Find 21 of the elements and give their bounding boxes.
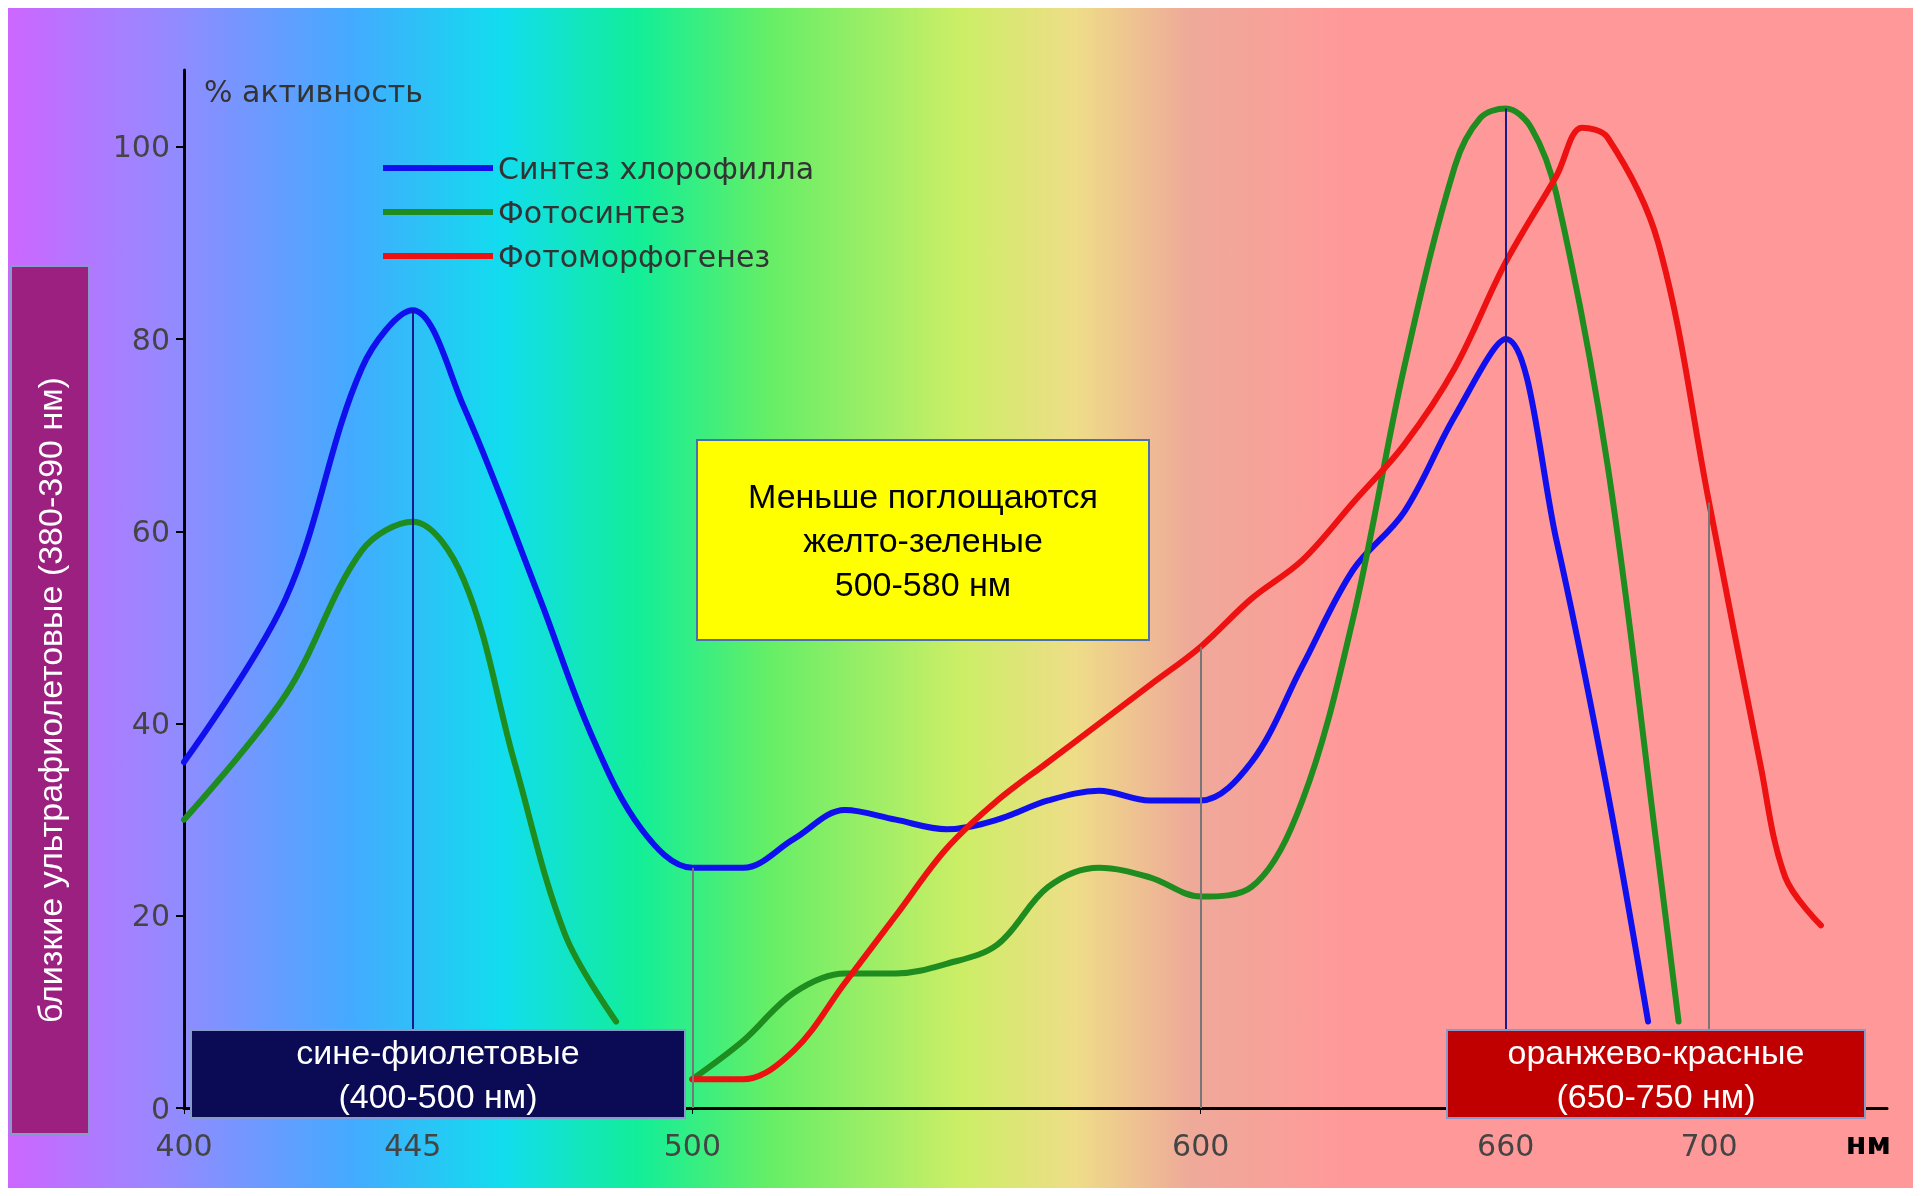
x-tick-label: 700	[1680, 1127, 1738, 1163]
x-tick-label: 660	[1477, 1127, 1535, 1163]
legend-label: Синтез хлорофилла	[498, 150, 815, 186]
label-box: оранжево-красные (650-750 нм)	[1446, 1029, 1866, 1119]
y-tick-label: 20	[131, 898, 170, 934]
y-axis-title: % активность	[204, 73, 423, 109]
label-box: Меньше поглощаются желто-зеленые 500-580 нм	[696, 439, 1150, 641]
x-tick-label: 600	[1172, 1127, 1230, 1163]
x-tick-label: 500	[663, 1127, 721, 1163]
y-tick-label: 80	[131, 321, 170, 357]
y-tick-label: 0	[150, 1090, 170, 1126]
label-box: сине-фиолетовые (400-500 нм)	[190, 1029, 686, 1119]
y-tick-label: 60	[131, 513, 170, 549]
label-box: близкие ультрафиолетовые (380-390 нм)	[10, 265, 90, 1135]
x-tick-label: 400	[155, 1127, 213, 1163]
x-axis-title: нм	[1845, 1125, 1891, 1161]
legend-label: Фотоморфогенез	[498, 238, 771, 274]
legend-label: Фотосинтез	[498, 194, 686, 230]
y-tick-label: 40	[131, 706, 170, 742]
y-tick-label: 100	[112, 129, 170, 165]
x-tick-label: 445	[384, 1127, 442, 1163]
